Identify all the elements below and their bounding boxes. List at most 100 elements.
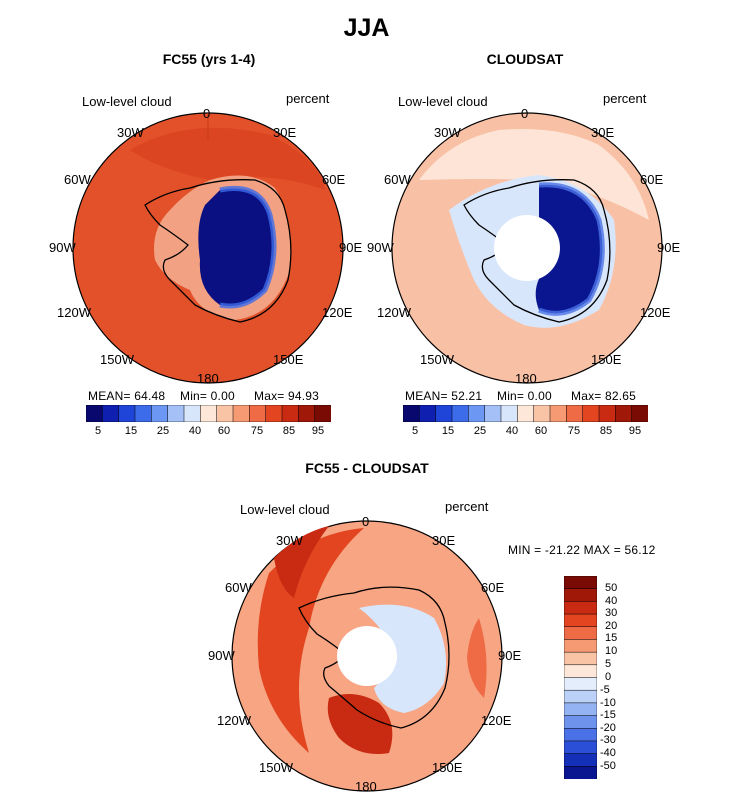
cb-label: 75 — [250, 425, 264, 437]
colorbar-swatch — [564, 576, 597, 590]
cb-label: 5 — [94, 425, 102, 437]
panel-units-label: percent — [286, 91, 330, 106]
map-region-high-east — [467, 618, 487, 698]
colorbar-swatch — [564, 728, 597, 742]
cb-label: 85 — [599, 425, 613, 437]
lon-label-30e: 30E — [273, 125, 297, 140]
panel-variable-label: Low-level cloud — [240, 502, 330, 517]
lon-label-90w: 90W — [49, 240, 76, 255]
vcb-label: 40 — [605, 595, 618, 607]
map-region-edge — [219, 185, 277, 309]
colorbar-swatch — [564, 702, 597, 717]
lon-label-150w: 150W — [259, 760, 293, 775]
cb-label: 25 — [473, 425, 487, 437]
map-region-low — [535, 184, 603, 314]
colorbar-swatch — [564, 613, 597, 628]
colorbar-swatch — [86, 405, 103, 422]
lon-label-0: 0 — [203, 106, 211, 121]
colorbar-difference — [564, 576, 597, 779]
vcb-label: -10 — [600, 697, 616, 709]
lon-label-90e: 90E — [339, 240, 363, 255]
colorbar-swatch — [134, 405, 152, 422]
colorbar-swatch — [549, 405, 567, 422]
colorbar-swatch — [582, 405, 600, 422]
lon-label-120e: 120E — [481, 713, 512, 728]
lon-label-30e: 30E — [432, 533, 456, 548]
lon-label-120e: 120E — [640, 305, 671, 320]
colorbar-swatch — [564, 664, 597, 679]
vcb-label: -50 — [600, 760, 616, 772]
lon-label-150e: 150E — [273, 352, 304, 367]
lon-label-60w: 60W — [225, 580, 252, 595]
colorbar-swatch — [281, 405, 299, 422]
map-region-low — [198, 188, 274, 306]
colorbar-swatch — [102, 405, 120, 422]
colorbar-swatch — [200, 405, 218, 422]
cb-label: 75 — [567, 425, 581, 437]
colorbar-swatch — [566, 405, 584, 422]
stat-min: Min= 0.00 — [180, 389, 235, 403]
colorbar-swatch — [314, 405, 331, 422]
vcb-label: -30 — [600, 734, 616, 746]
colorbar-swatch — [435, 405, 453, 422]
figure-title: JJA — [343, 14, 390, 42]
cb-label: 95 — [311, 425, 325, 437]
colorbar-swatch — [564, 715, 597, 729]
colorbar-swatch — [598, 405, 616, 422]
colorbar-swatch — [564, 677, 597, 691]
colorbar-swatch — [249, 405, 267, 422]
stat-max: Max= 94.93 — [254, 389, 320, 403]
colorbar-swatch — [564, 639, 597, 653]
lon-label-60e: 60E — [640, 172, 664, 187]
stat-max: Max= 82.65 — [571, 389, 637, 403]
map-region-negative — [359, 604, 447, 713]
colorbar-swatch — [151, 405, 169, 422]
colorbar-cloudsat — [403, 405, 648, 422]
colorbar-swatch — [564, 740, 597, 755]
panel-units-label: percent — [445, 499, 489, 514]
lon-label-150w: 150W — [100, 352, 134, 367]
lon-label-90w: 90W — [367, 240, 394, 255]
lon-label-120e: 120E — [322, 305, 353, 320]
colorbar-swatch — [419, 405, 437, 422]
cb-label: 40 — [505, 425, 519, 437]
colorbar-swatch — [564, 588, 597, 602]
diff-minmax: MIN = -21.22 MAX = 56.12 — [508, 543, 656, 557]
cb-label: 60 — [217, 425, 231, 437]
lon-label-30w: 30W — [276, 533, 303, 548]
colorbar-swatch — [232, 405, 250, 422]
stat-min: Min= 0.00 — [497, 389, 552, 403]
lon-label-0: 0 — [362, 514, 370, 529]
colorbar-swatch — [564, 651, 597, 666]
polar-map-difference — [231, 520, 503, 792]
lon-label-180: 180 — [197, 371, 219, 386]
colorbar-fc55 — [86, 405, 331, 422]
lon-label-90e: 90E — [498, 648, 522, 663]
panel-variable-label: Low-level cloud — [82, 94, 172, 109]
vcb-label: -15 — [600, 709, 616, 721]
colorbar-swatch — [118, 405, 136, 422]
stat-mean: MEAN= 64.48 — [88, 389, 166, 403]
cb-label: 15 — [441, 425, 455, 437]
map-region-high — [130, 127, 325, 190]
vcb-label: 30 — [605, 607, 618, 619]
vcb-label: 10 — [605, 645, 618, 657]
lon-label-60e: 60E — [322, 172, 346, 187]
colorbar-swatch — [564, 601, 597, 615]
polar-map-cloudsat — [391, 112, 663, 384]
map-region-highest — [274, 526, 329, 598]
colorbar-swatch — [533, 405, 551, 422]
vcb-label: -20 — [600, 722, 616, 734]
colorbar-swatch — [403, 405, 420, 422]
lon-label-180: 180 — [515, 371, 537, 386]
vcb-label: 15 — [605, 632, 618, 644]
lon-label-30w: 30W — [434, 125, 461, 140]
map-region-edge — [538, 182, 605, 316]
lon-label-150e: 150E — [432, 760, 463, 775]
vcb-label: 0 — [605, 671, 612, 683]
stat-mean: MEAN= 52.21 — [405, 389, 483, 403]
lon-label-0: 0 — [521, 106, 529, 121]
colorbar-swatch — [167, 405, 185, 422]
colorbar-swatch — [500, 405, 518, 422]
panel-title-cloudsat: CLOUDSAT — [486, 51, 564, 67]
